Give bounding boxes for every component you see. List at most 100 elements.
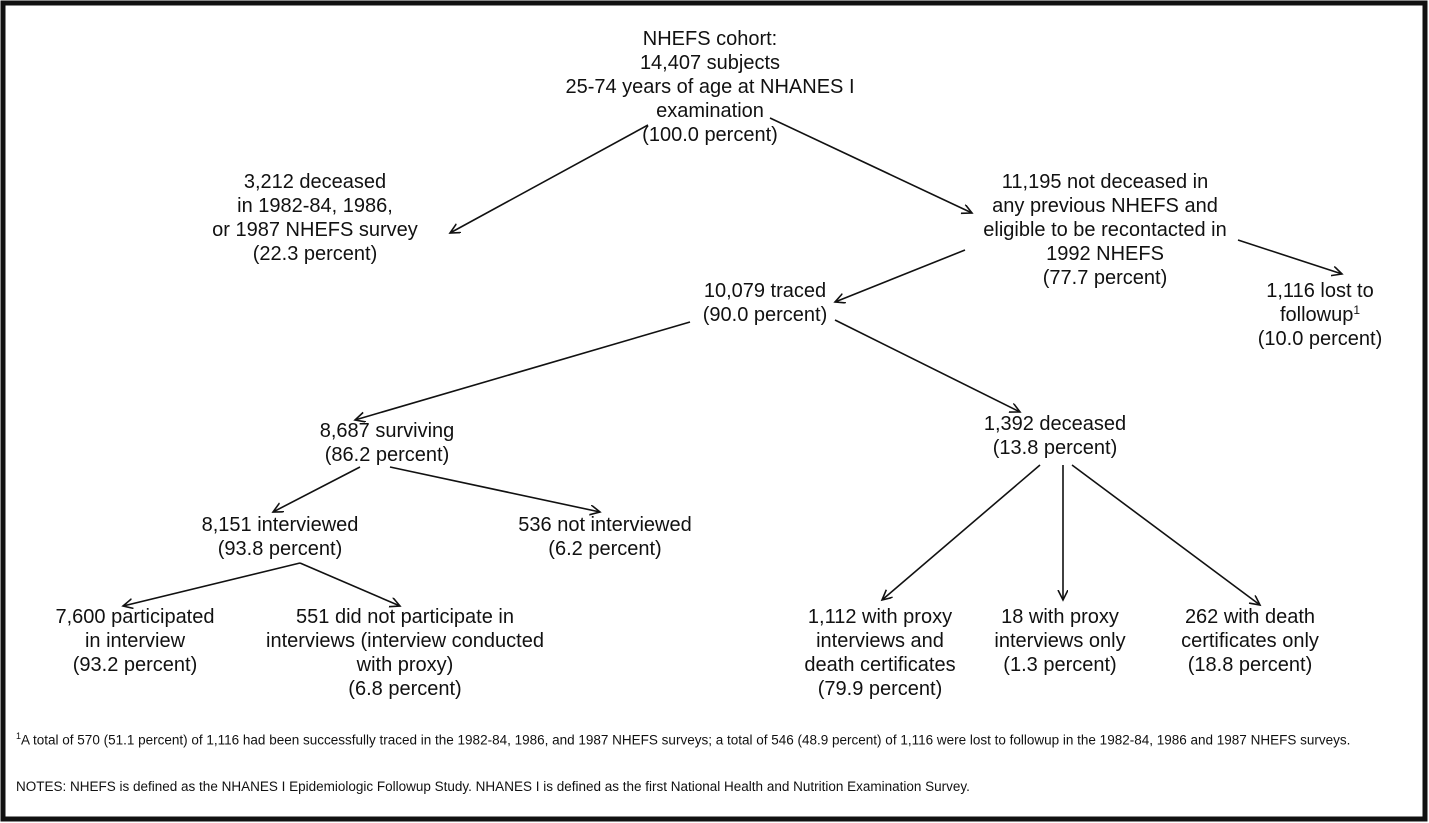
node-line: followup1: [1280, 303, 1360, 326]
node-line: (18.8 percent): [1188, 654, 1313, 676]
node-text: 1,112 with proxy: [808, 606, 952, 628]
node-line: (1.3 percent): [1003, 654, 1116, 676]
node-text: 10,079 traced: [704, 280, 826, 302]
node-text: 551 did not participate in: [296, 606, 514, 628]
node-text: or 1987 NHEFS survey: [212, 219, 418, 241]
node-text: interviews (interview conducted: [266, 630, 544, 652]
node-line: 14,407 subjects: [640, 52, 780, 74]
node-line: 1,392 deceased: [984, 413, 1126, 435]
node-line: NHEFS cohort:: [643, 28, 777, 50]
arrow: [1237, 239, 1342, 274]
node-text: (90.0 percent): [703, 304, 828, 326]
node-line: (13.8 percent): [993, 437, 1118, 459]
node-text: certificates only: [1181, 630, 1319, 652]
node-text: 11,195 not deceased in: [1002, 171, 1208, 193]
node-text: 7,600 participated: [55, 606, 214, 628]
node-line: 8,151 interviewed: [202, 514, 359, 536]
node-text: any previous NHEFS and: [992, 195, 1218, 217]
node-line: 7,600 participated: [55, 606, 214, 628]
node-text: 1992 NHEFS: [1046, 243, 1164, 265]
node: 1,392 deceased(13.8 percent): [984, 413, 1126, 459]
node-line: (10.0 percent): [1258, 328, 1383, 350]
arrow: [450, 124, 649, 233]
arrow: [355, 321, 691, 420]
notes: NOTES: NHEFS is defined as the NHANES I …: [16, 779, 970, 794]
node-text: followup: [1280, 304, 1353, 326]
node-text: interviews only: [994, 630, 1125, 652]
node-text: (6.8 percent): [348, 678, 461, 700]
node-text: 3,212 deceased: [244, 171, 386, 193]
node: 10,079 traced(90.0 percent): [703, 280, 828, 326]
arrow: [1071, 464, 1260, 605]
node-text: with proxy): [356, 654, 454, 676]
node-text: (77.7 percent): [1043, 267, 1168, 289]
node-text: (86.2 percent): [325, 444, 450, 466]
node-text: 1,392 deceased: [984, 413, 1126, 435]
node-line: (77.7 percent): [1043, 267, 1168, 289]
footnote: 1A total of 570 (51.1 percent) of 1,116 …: [16, 728, 1411, 749]
node-text: (22.3 percent): [253, 243, 378, 265]
node-line: certificates only: [1181, 630, 1319, 652]
node-text: interviews and: [816, 630, 944, 652]
node-text: (79.9 percent): [818, 678, 943, 700]
node-line: 1,116 lost to: [1266, 280, 1373, 302]
node-text: 536 not interviewed: [518, 514, 691, 536]
footnote-ref: 1: [1353, 303, 1360, 317]
node-text: 8,151 interviewed: [202, 514, 359, 536]
node: 8,151 interviewed(93.8 percent): [202, 514, 359, 560]
node-line: death certificates: [804, 654, 955, 676]
node-text: (6.2 percent): [548, 538, 661, 560]
node-line: (90.0 percent): [703, 304, 828, 326]
node-line: 8,687 surviving: [320, 420, 455, 442]
node-text: (100.0 percent): [642, 124, 778, 146]
node-line: (22.3 percent): [253, 243, 378, 265]
node-text: 1,116 lost to: [1266, 280, 1373, 302]
node-line: any previous NHEFS and: [992, 195, 1218, 217]
node-line: (86.2 percent): [325, 444, 450, 466]
arrow: [389, 466, 600, 512]
node-line: (6.2 percent): [548, 538, 661, 560]
node-line: in 1982-84, 1986,: [237, 195, 393, 217]
node-text: 14,407 subjects: [640, 52, 780, 74]
node-line: with proxy): [356, 654, 454, 676]
node-text: eligible to be recontacted in: [983, 219, 1227, 241]
node-text: 25-74 years of age at NHANES I: [565, 76, 854, 98]
node: 8,687 surviving(86.2 percent): [320, 420, 455, 466]
node-line: interviews (interview conducted: [266, 630, 544, 652]
arrow: [835, 249, 966, 302]
node-text: 262 with death: [1185, 606, 1315, 628]
node-line: or 1987 NHEFS survey: [212, 219, 418, 241]
node-text: in 1982-84, 1986,: [237, 195, 393, 217]
node-text: (93.2 percent): [73, 654, 198, 676]
arrow: [882, 464, 1041, 600]
node-line: (100.0 percent): [642, 124, 778, 146]
node-text: (93.8 percent): [218, 538, 343, 560]
node-line: 10,079 traced: [704, 280, 826, 302]
node-text: (1.3 percent): [1003, 654, 1116, 676]
node-text: 8,687 surviving: [320, 420, 455, 442]
node-line: 11,195 not deceased in: [1002, 171, 1208, 193]
arrow: [769, 117, 972, 213]
node-line: (79.9 percent): [818, 678, 943, 700]
node-line: 3,212 deceased: [244, 171, 386, 193]
node-line: in interview: [85, 630, 186, 652]
arrow: [834, 319, 1020, 412]
node-text: NHEFS cohort:: [643, 28, 777, 50]
node: 536 not interviewed(6.2 percent): [518, 514, 691, 560]
node-line: examination: [656, 100, 764, 122]
arrow: [299, 562, 400, 606]
node-line: (6.8 percent): [348, 678, 461, 700]
node-text: examination: [656, 100, 764, 122]
arrow: [273, 466, 361, 512]
